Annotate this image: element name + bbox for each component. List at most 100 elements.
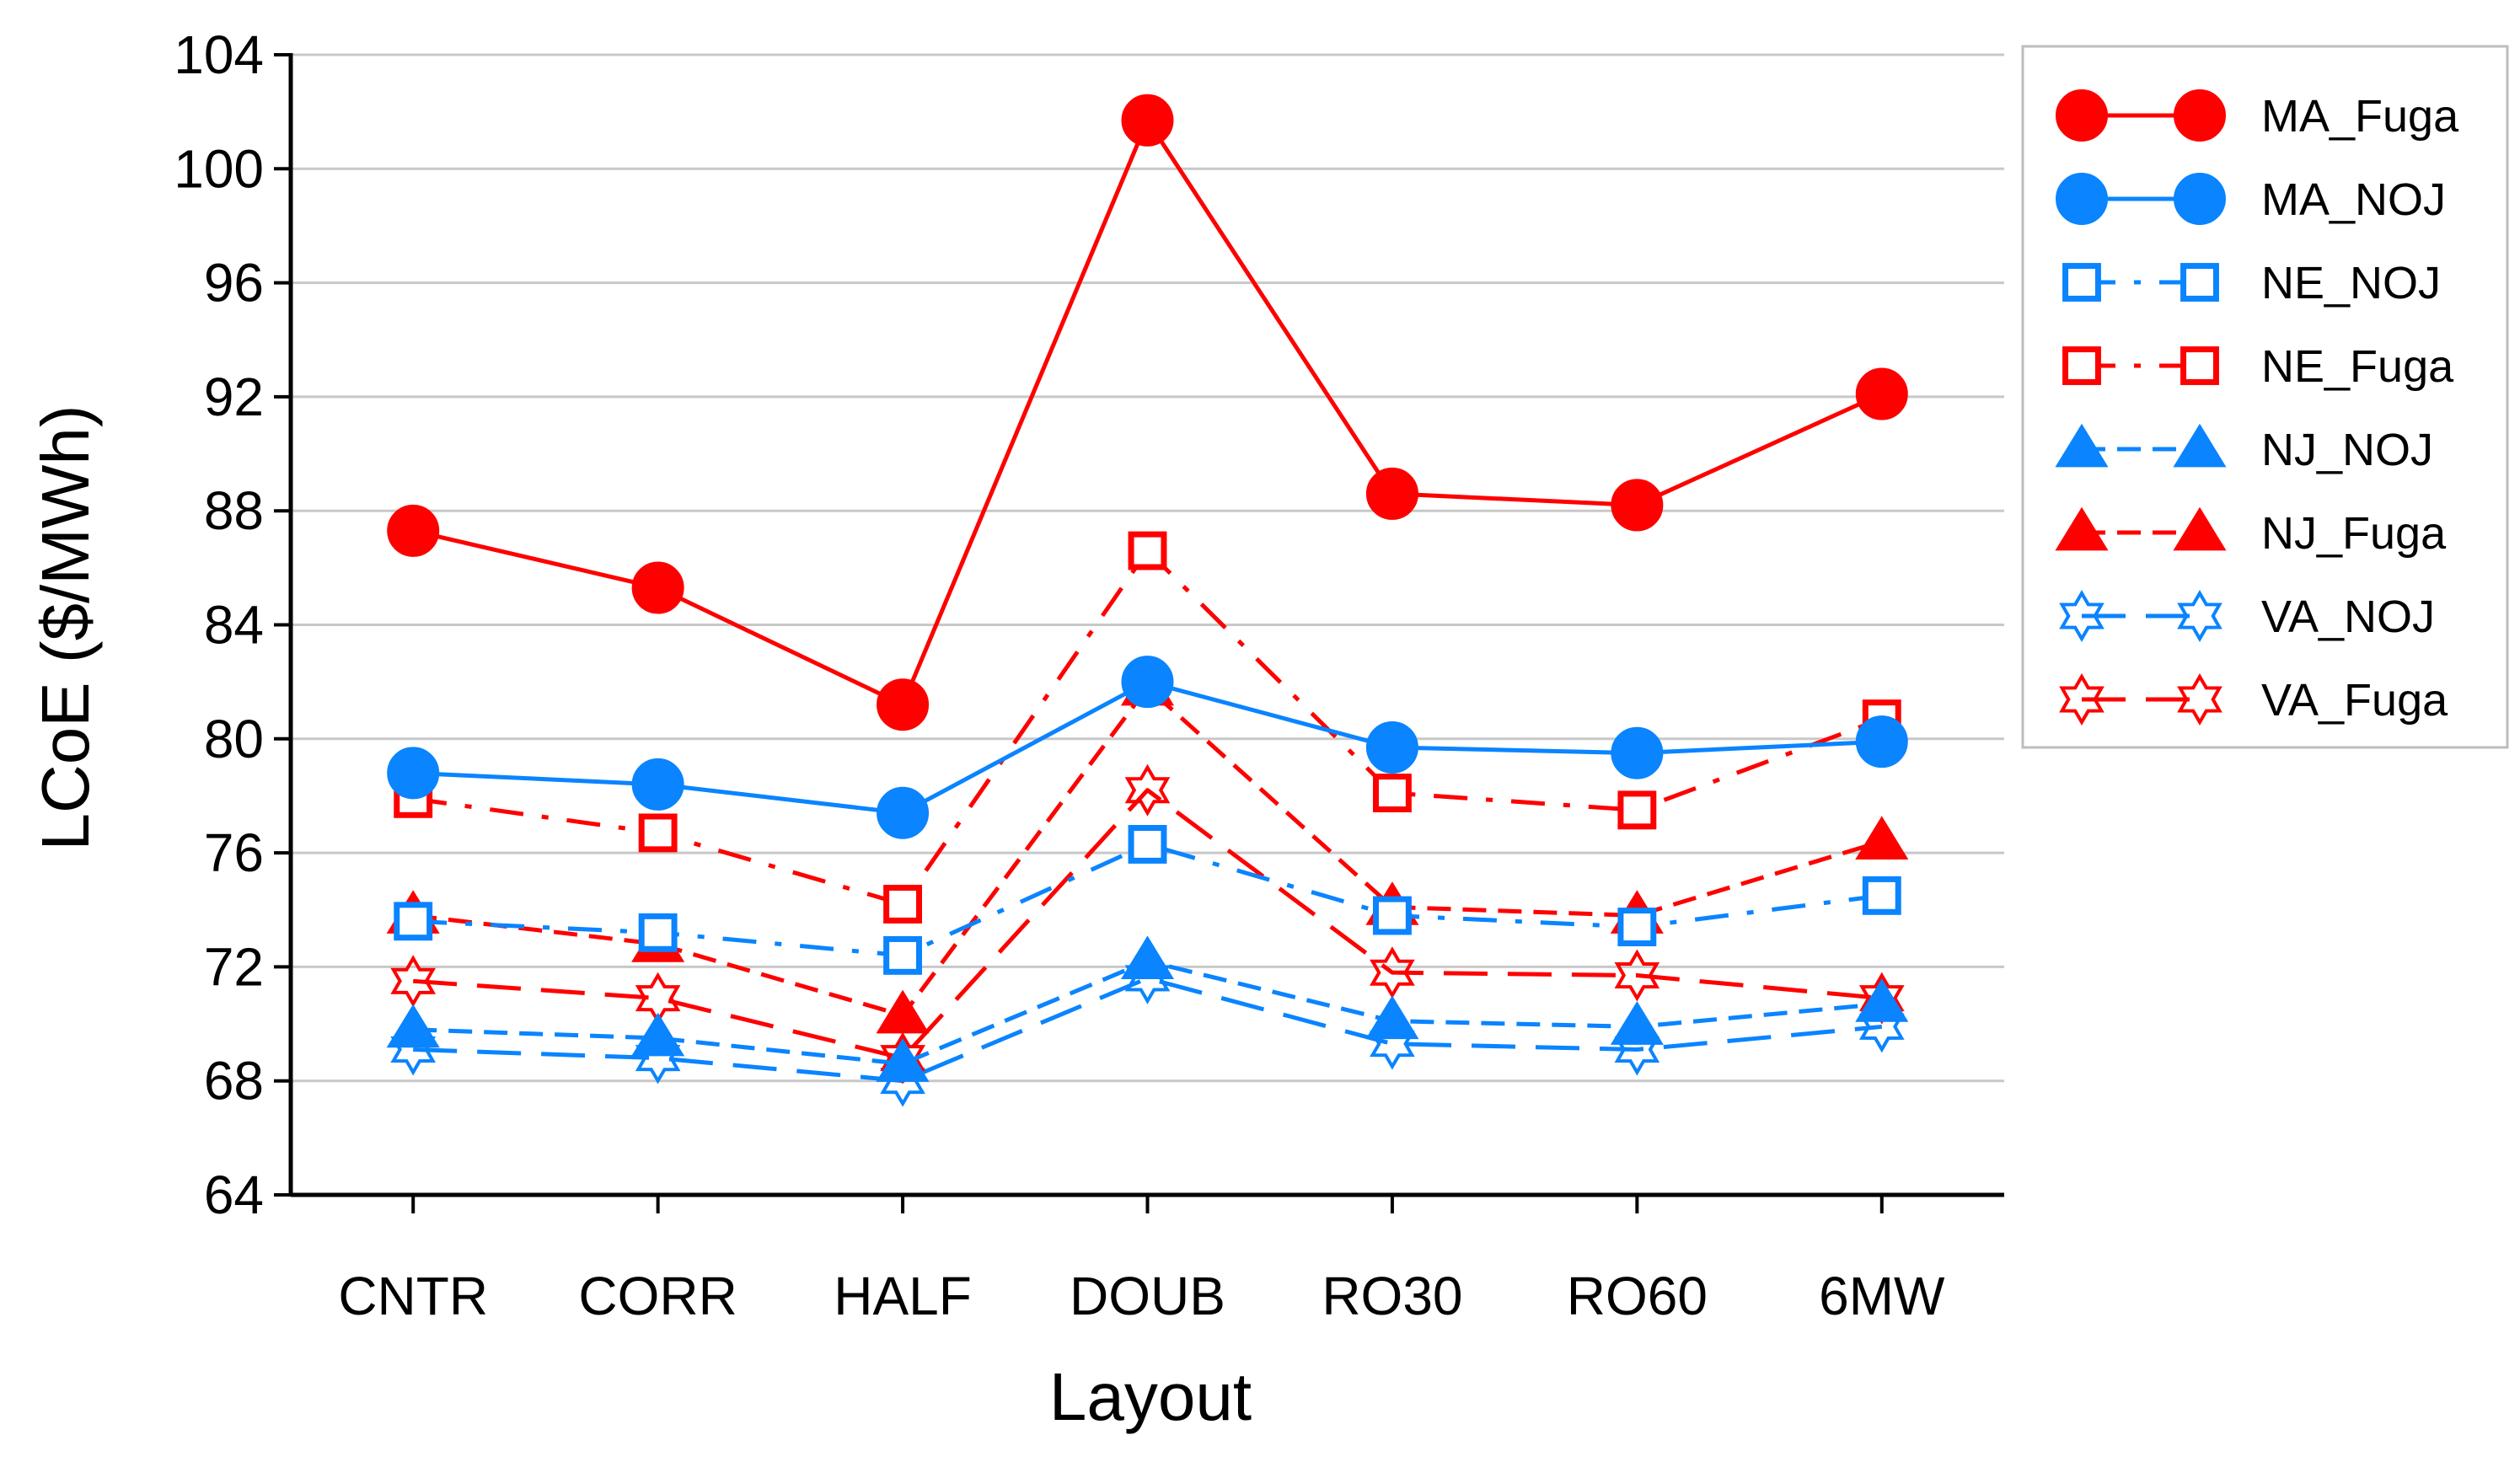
y-tick-label: 80: [204, 709, 264, 769]
legend-item-NJ_Fuga: NJ_Fuga: [2055, 506, 2447, 559]
data-point: [883, 935, 923, 975]
x-axis-title: Layout: [1049, 1359, 1252, 1434]
data-point: [387, 504, 440, 557]
data-point: [877, 786, 930, 839]
series-MA_Fuga: [387, 94, 1908, 731]
legend-marker: [2177, 673, 2222, 726]
data-point: [1617, 790, 1657, 830]
legend-marker: [2174, 173, 2226, 225]
data-point: [1120, 935, 1175, 980]
data-point: [883, 885, 923, 924]
legend-marker: [2059, 673, 2104, 726]
data-point: [1855, 715, 1908, 768]
legend-marker: [2180, 346, 2219, 385]
y-axis-title: LCoE ($/MWh): [28, 405, 103, 851]
legend-marker: [2056, 173, 2108, 225]
legend-marker: [2177, 590, 2222, 642]
legend-marker: [2180, 263, 2219, 302]
legend-marker: [2055, 506, 2109, 551]
x-tick-label: DOUB: [1070, 1266, 1225, 1326]
y-tick-label: 88: [204, 480, 264, 541]
y-tick-label: 68: [204, 1051, 264, 1111]
data-point: [1611, 479, 1664, 532]
data-point: [1124, 951, 1171, 1004]
y-tick-label: 84: [204, 595, 264, 656]
y-tick-label: 72: [204, 936, 264, 997]
data-point: [1365, 995, 1419, 1040]
data-point: [1372, 774, 1412, 813]
data-point: [1610, 1001, 1664, 1045]
data-point: [876, 989, 930, 1034]
data-point: [1855, 816, 1909, 860]
legend-label: NJ_NOJ: [2261, 425, 2433, 475]
legend-box: [2021, 45, 2509, 749]
series-layer: [386, 94, 1909, 1107]
legend-label: NE_NOJ: [2261, 258, 2441, 308]
data-point: [1855, 978, 1909, 1022]
data-point: [386, 1004, 440, 1048]
legend-label: MA_NOJ: [2261, 174, 2446, 225]
data-point: [1855, 367, 1908, 420]
legend-marker: [2174, 89, 2226, 142]
x-tick-label: CORR: [578, 1266, 737, 1326]
data-point: [1611, 726, 1664, 779]
series-line: [412, 118, 1883, 707]
x-tick-label: HALF: [834, 1266, 972, 1326]
x-tick-label: RO60: [1567, 1266, 1708, 1326]
legend-item-VA_Fuga: VA_Fuga: [2059, 673, 2448, 726]
legend-marker: [2056, 89, 2108, 142]
legend-label: NJ_Fuga: [2261, 508, 2447, 559]
legend-label: VA_NOJ: [2261, 592, 2435, 642]
data-point: [877, 678, 930, 731]
data-point: [1617, 908, 1657, 946]
legend-item-MA_Fuga: MA_Fuga: [2056, 89, 2459, 142]
data-point: [638, 913, 678, 952]
y-tick-label: 64: [204, 1165, 264, 1225]
series-NJ_NOJ: [386, 935, 1909, 1082]
legend-item-VA_NOJ: VA_NOJ: [2059, 590, 2435, 642]
data-point: [1365, 720, 1418, 774]
data-point: [1862, 876, 1901, 915]
y-tick-label: 96: [204, 253, 264, 313]
legend-item-MA_NOJ: MA_NOJ: [2056, 173, 2446, 225]
data-point: [390, 955, 437, 1008]
series-MA_NOJ: [387, 656, 1908, 839]
legend-marker: [2173, 423, 2227, 468]
legend-item-NJ_NOJ: NJ_NOJ: [2055, 423, 2433, 475]
legend-item-NE_Fuga: NE_Fuga: [2062, 341, 2454, 392]
data-point: [631, 561, 684, 614]
data-point: [1365, 467, 1418, 520]
y-axis-ticks: 64 68 72 76 80 84 88 92 96 100 104: [174, 24, 291, 1225]
data-point: [1121, 656, 1174, 709]
data-point: [638, 813, 678, 853]
x-axis-ticks: CNTR CORR HALF DOUB RO30 RO60 6MW: [338, 1195, 1945, 1326]
legend-marker: [2055, 423, 2109, 468]
data-point: [876, 1038, 930, 1082]
legend-label: VA_Fuga: [2261, 675, 2448, 726]
x-tick-label: 6MW: [1819, 1266, 1945, 1326]
data-point: [1614, 949, 1660, 1002]
y-tick-label: 92: [204, 367, 264, 427]
data-point: [1370, 946, 1415, 999]
series-line: [413, 976, 1883, 1084]
data-point: [631, 758, 684, 811]
data-point: [631, 1012, 685, 1057]
grid-lines: [291, 53, 2004, 1083]
legend-label: MA_Fuga: [2261, 91, 2459, 142]
legend-item-NE_NOJ: NE_NOJ: [2062, 258, 2441, 308]
series-line: [413, 788, 1883, 1061]
data-point: [1121, 94, 1174, 147]
y-tick-label: 100: [174, 138, 264, 199]
data-point: [387, 747, 440, 800]
x-tick-label: RO30: [1322, 1266, 1462, 1326]
data-point: [1124, 763, 1171, 817]
y-tick-label: 104: [174, 24, 264, 85]
legend-marker: [2062, 263, 2101, 302]
y-tick-label: 76: [204, 822, 264, 883]
legend-marker: [2173, 506, 2227, 551]
legend: MA_Fuga MA_NOJ NE_NOJ NE_Fuga NJ_NOJ NJ_Fuga V…: [2021, 45, 2509, 749]
series-NE_NOJ: [394, 825, 1901, 975]
x-tick-label: CNTR: [338, 1266, 488, 1326]
legend-marker: [2062, 346, 2101, 385]
